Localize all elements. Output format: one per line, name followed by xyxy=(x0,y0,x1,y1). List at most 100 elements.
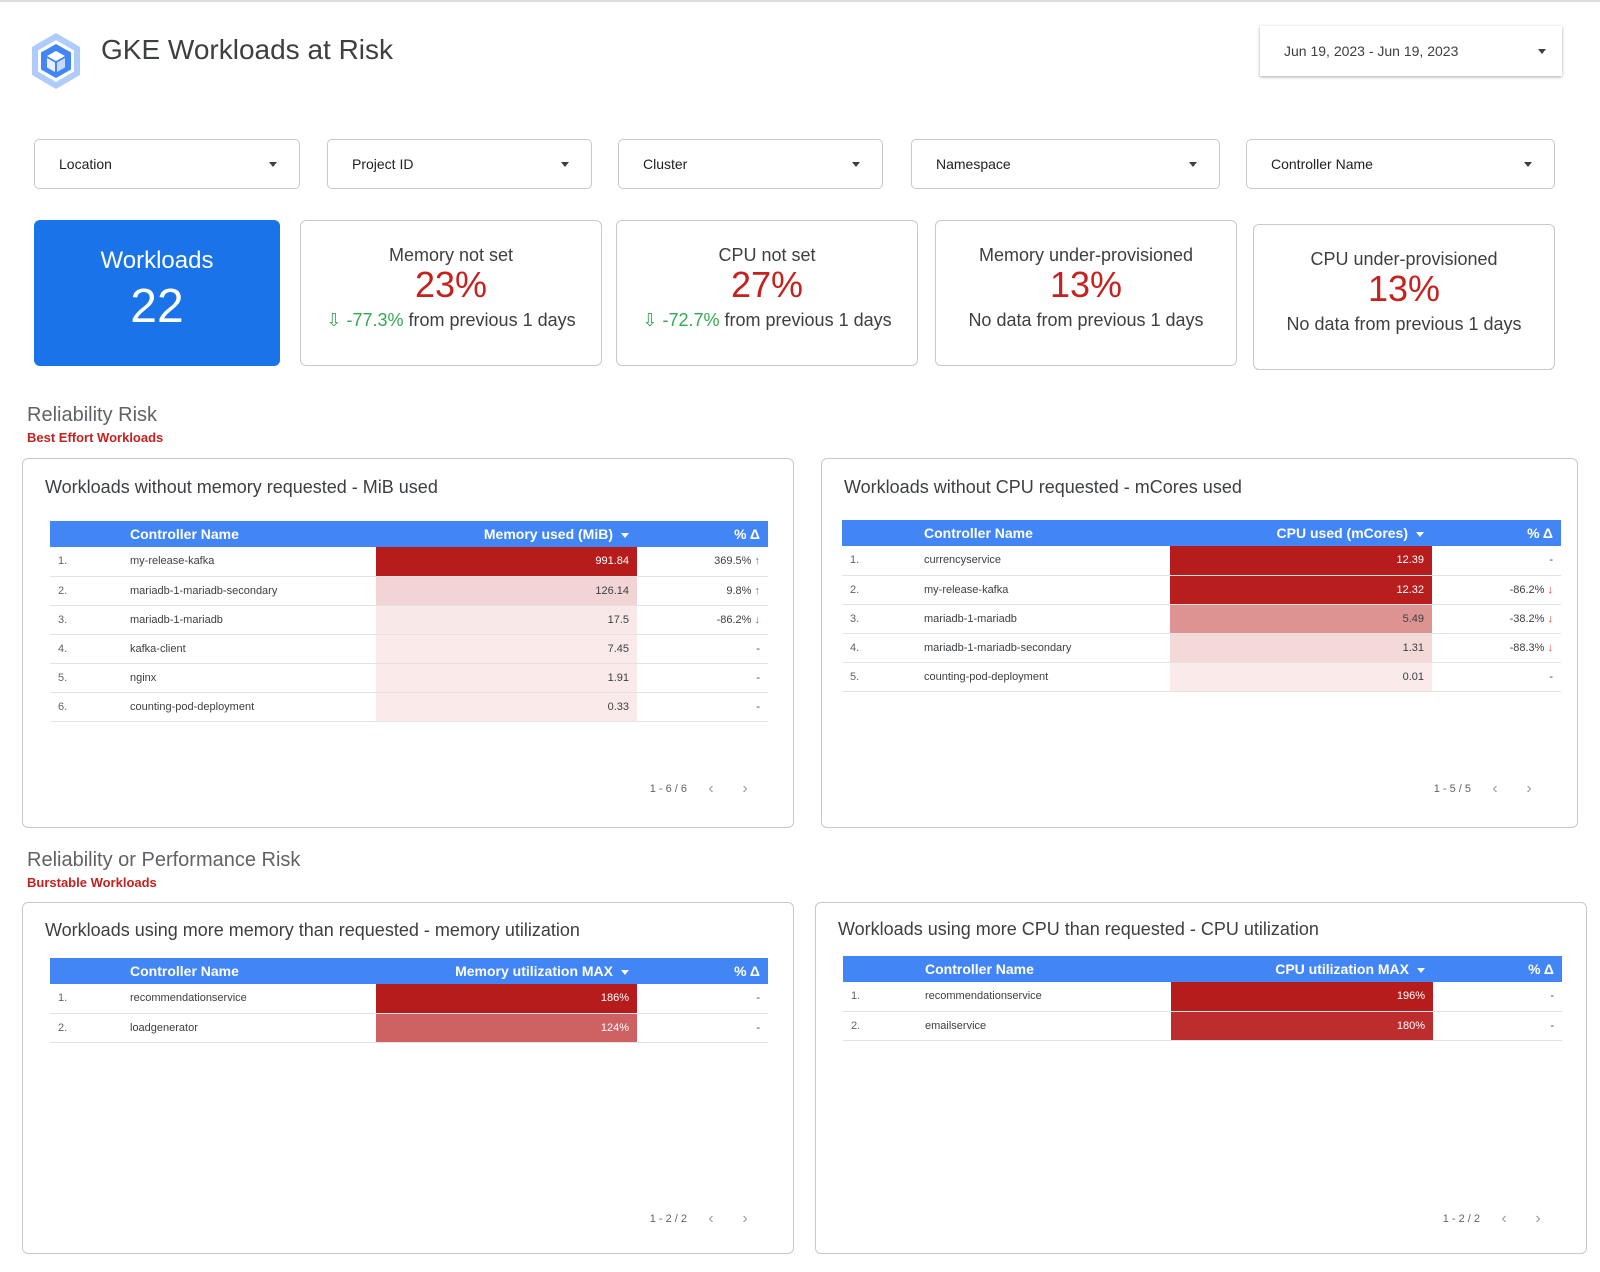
kpi-title: Memory under-provisioned xyxy=(978,245,1194,265)
column-header-value[interactable]: Memory used (MiB) xyxy=(376,521,637,547)
row-index: 1. xyxy=(50,547,122,577)
date-range-label: Jun 19, 2023 - Jun 19, 2023 xyxy=(1284,43,1459,59)
table-row[interactable]: 2. emailservice 180% - xyxy=(843,1011,1562,1041)
panel-cpu-no-request: Workloads without CPU requested - mCores… xyxy=(821,458,1578,828)
table-row[interactable]: 2. mariadb-1-mariadb-secondary 126.14 9.8% … xyxy=(50,576,768,606)
kpi-delta: ⇩ -72.7% from previous 1 days xyxy=(617,310,917,331)
sort-descending-icon xyxy=(1416,531,1424,537)
delta-cell: -88.3% ↓ xyxy=(1432,633,1561,663)
table-row[interactable]: 3. mariadb-1-mariadb 5.49 -38.2% ↓ xyxy=(842,604,1561,634)
filter-project-id[interactable]: Project ID xyxy=(327,139,592,189)
delta-value: 369.5% xyxy=(714,555,752,568)
column-header-delta[interactable]: % Δ xyxy=(637,521,768,547)
column-header-delta[interactable]: % Δ xyxy=(637,958,768,984)
table-body: 1. currencyservice 12.39 - 2. my-release-kafk… xyxy=(842,546,1561,692)
pagination: 1 - 2 / 2 ‹ › xyxy=(1443,1209,1548,1229)
table-row[interactable]: 2. loadgenerator 124% - xyxy=(50,1013,768,1043)
arrow-down-icon: ⇩ xyxy=(642,310,658,330)
filter-controller-name[interactable]: Controller Name xyxy=(1246,139,1555,189)
controller-name-cell: counting-pod-deployment xyxy=(916,662,1170,692)
kpi-value: 27% xyxy=(730,264,804,305)
column-header-delta[interactable]: % Δ xyxy=(1432,520,1561,546)
filter-label: Namespace xyxy=(936,156,1011,172)
column-header-value[interactable]: CPU utilization MAX xyxy=(1171,956,1433,982)
table-row[interactable]: 6. counting-pod-deployment 0.33 - xyxy=(50,692,768,722)
table-row[interactable]: 4. kafka-client 7.45 - xyxy=(50,634,768,664)
panel-title: Workloads using more memory than request… xyxy=(45,920,580,940)
column-header-name[interactable]: Controller Name xyxy=(122,958,376,984)
column-header-index xyxy=(843,956,917,982)
previous-page-icon[interactable]: ‹ xyxy=(1492,780,1498,797)
controller-name-cell: mariadb-1-mariadb xyxy=(122,605,376,635)
table-row[interactable]: 2. my-release-kafka 12.32 -86.2% ↓ xyxy=(842,575,1561,605)
column-header-index xyxy=(50,521,122,547)
row-index: 1. xyxy=(843,982,917,1012)
pagination-label: 1 - 2 / 2 xyxy=(649,1213,687,1225)
data-table: Controller Name CPU utilization MAX % Δ … xyxy=(843,956,1562,1041)
kpi-delta-value: -72.7% xyxy=(662,310,720,330)
table-row[interactable]: 3. mariadb-1-mariadb 17.5 -86.2% ↓ xyxy=(50,605,768,635)
arrow-down-icon: ↓ xyxy=(1544,641,1553,654)
previous-page-icon[interactable]: ‹ xyxy=(1501,1210,1507,1227)
section-title: Reliability Risk xyxy=(27,404,158,426)
delta-value: -86.2% xyxy=(716,613,752,626)
controller-name-cell: emailservice xyxy=(917,1011,1171,1041)
filter-label: Cluster xyxy=(643,156,688,172)
table-body: 1. recommendationservice 196% -2. emailservi… xyxy=(843,982,1562,1041)
column-header-index xyxy=(50,958,122,984)
table-row[interactable]: 1. my-release-kafka 991.84 369.5% ↑ xyxy=(50,547,768,577)
kpi-title: Memory not set xyxy=(388,245,514,265)
kpi-delta-text: No data from previous 1 days xyxy=(968,310,1204,330)
row-index: 3. xyxy=(842,604,916,634)
controller-name-cell: currencyservice xyxy=(916,546,1170,576)
arrow-down-icon: ↓ xyxy=(1544,612,1553,625)
pagination: 1 - 5 / 5 ‹ › xyxy=(1434,779,1539,799)
table-row[interactable]: 1. recommendationservice 186% - xyxy=(50,984,768,1014)
heatmap-value-cell: 12.32 xyxy=(1170,575,1432,605)
controller-name-cell: mariadb-1-mariadb-secondary xyxy=(916,633,1170,663)
delta-value: 9.8% xyxy=(726,584,752,597)
delta-cell: - xyxy=(1432,662,1561,692)
column-header-value[interactable]: CPU used (mCores) xyxy=(1170,520,1432,546)
previous-page-icon[interactable]: ‹ xyxy=(708,780,714,797)
filter-namespace[interactable]: Namespace xyxy=(911,139,1220,189)
column-header-name[interactable]: Controller Name xyxy=(916,520,1170,546)
table-row[interactable]: 5. nginx 1.91 - xyxy=(50,663,768,693)
column-header-name[interactable]: Controller Name xyxy=(122,521,376,547)
table-row[interactable]: 1. recommendationservice 196% - xyxy=(843,982,1562,1012)
filter-location[interactable]: Location xyxy=(34,139,300,189)
filter-cluster[interactable]: Cluster xyxy=(618,139,883,189)
table-row[interactable]: 5. counting-pod-deployment 0.01 - xyxy=(842,662,1561,692)
panel-memory-utilization: Workloads using more memory than request… xyxy=(22,902,794,1254)
kpi-value: 13% xyxy=(1367,268,1441,309)
kpi-title: Workloads xyxy=(100,247,214,274)
panel-memory-no-request: Workloads without memory requested - MiB… xyxy=(22,458,794,828)
table-row[interactable]: 4. mariadb-1-mariadb-secondary 1.31 -88.3% … xyxy=(842,633,1561,663)
row-index: 5. xyxy=(842,662,916,692)
date-range-picker[interactable]: Jun 19, 2023 - Jun 19, 2023 xyxy=(1260,26,1562,76)
delta-cell: - xyxy=(1433,982,1562,1012)
delta-value: - xyxy=(1550,990,1554,1003)
table-row[interactable]: 1. currencyservice 12.39 - xyxy=(842,546,1561,576)
delta-cell: - xyxy=(637,692,768,722)
row-index: 6. xyxy=(50,692,122,722)
row-index: 4. xyxy=(50,634,122,664)
controller-name-cell: recommendationservice xyxy=(122,984,376,1014)
row-index: 4. xyxy=(842,633,916,663)
next-page-icon[interactable]: › xyxy=(742,780,748,797)
sort-descending-icon xyxy=(621,532,629,538)
delta-value: -38.2% xyxy=(1509,612,1545,625)
column-header-value[interactable]: Memory utilization MAX xyxy=(376,958,637,984)
column-header-name[interactable]: Controller Name xyxy=(917,956,1171,982)
next-page-icon[interactable]: › xyxy=(1526,780,1532,797)
previous-page-icon[interactable]: ‹ xyxy=(708,1210,714,1227)
delta-value: - xyxy=(756,1021,760,1034)
filter-label: Project ID xyxy=(352,156,414,172)
row-index: 2. xyxy=(50,576,122,606)
kpi-delta: ⇩ -77.3% from previous 1 days xyxy=(301,310,601,331)
next-page-icon[interactable]: › xyxy=(742,1210,748,1227)
kpi-delta-text: from previous 1 days xyxy=(403,310,576,330)
next-page-icon[interactable]: › xyxy=(1535,1210,1541,1227)
controller-name-cell: nginx xyxy=(122,663,376,693)
column-header-delta[interactable]: % Δ xyxy=(1433,956,1562,982)
